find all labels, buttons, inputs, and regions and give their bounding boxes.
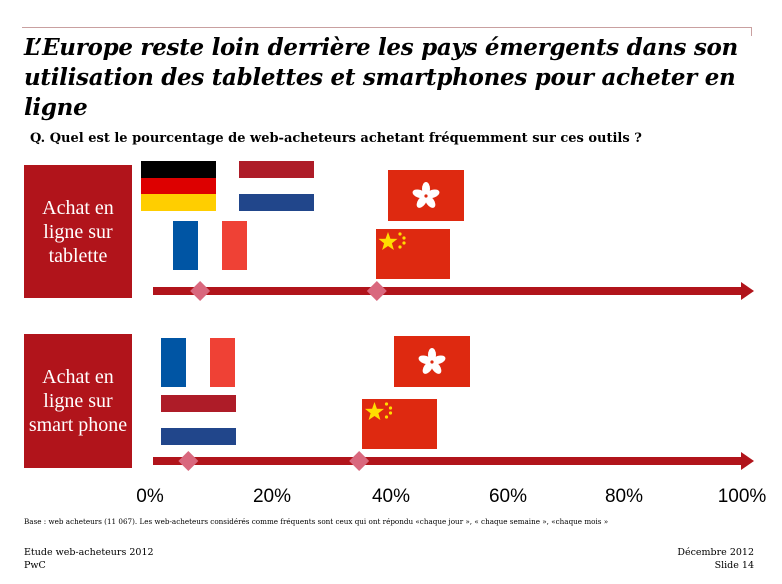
footer-right: Décembre 2012 Slide 14 (677, 546, 754, 572)
france-flag-smartphone (161, 338, 236, 387)
title-rule (22, 27, 752, 28)
netherlands-flag (239, 161, 314, 212)
footer-left: Etude web-acheteurs 2012 PwC (24, 546, 154, 572)
france-flag (173, 221, 248, 270)
bauhinia-icon (418, 347, 446, 374)
hong-kong-flag-smartphone (394, 336, 470, 387)
row-label-smartphone: Achat en ligne sur smart phone (24, 334, 132, 468)
bauhinia-icon (412, 181, 440, 208)
row-label-smartphone-text: Achat en ligne sur smart phone (28, 366, 128, 436)
survey-question: Q. Quel est le pourcentage de web-achete… (30, 131, 642, 146)
footer-company: PwC (24, 560, 46, 571)
axis-arrow-line (153, 287, 743, 295)
x-axis-ticks: 0% 20% 40% 60% 80% 100% (0, 486, 782, 510)
germany-flag (141, 161, 216, 212)
china-stars-icon (378, 232, 406, 250)
hong-kong-flag (388, 170, 464, 221)
row-label-tablet-text: Achat en ligne sur tablette (42, 196, 114, 267)
tick-label: 40% (371, 486, 411, 507)
axis-arrow-line (153, 457, 743, 465)
data-point-marker (349, 451, 370, 471)
title-rule-tick (751, 27, 752, 36)
slide-title: L’Europe reste loin derrière les pays ém… (24, 34, 738, 121)
tick-label: 80% (604, 486, 644, 507)
footnote: Base : web acheteurs (11 067). Les web-a… (24, 517, 609, 526)
tick-label: 20% (252, 486, 292, 507)
footer-slide-number: Slide 14 (714, 560, 754, 571)
data-point-marker (178, 451, 199, 471)
china-flag-smartphone (362, 399, 437, 449)
netherlands-flag-smartphone (161, 395, 236, 446)
data-point-marker (366, 281, 387, 301)
tick-label: 0% (136, 486, 164, 507)
axis-arrow-head (741, 282, 754, 300)
tick-label: 60% (488, 486, 528, 507)
footer-study: Etude web-acheteurs 2012 (24, 547, 154, 558)
row-label-tablet: Achat en ligne sur tablette (24, 165, 132, 298)
china-stars-icon (365, 402, 393, 420)
axis-arrow-head (741, 452, 754, 470)
data-point-marker (190, 281, 211, 301)
china-flag (376, 229, 450, 279)
footer-date: Décembre 2012 (677, 547, 754, 558)
tick-label: 100% (717, 486, 767, 507)
